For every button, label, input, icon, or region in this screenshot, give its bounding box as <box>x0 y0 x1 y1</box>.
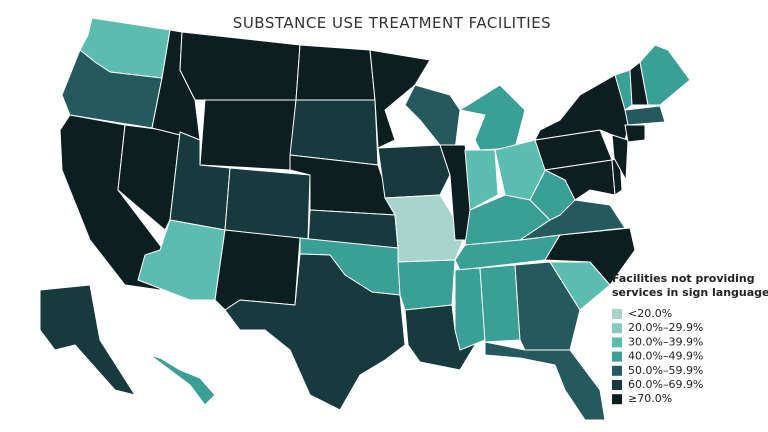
legend-swatch <box>612 380 622 390</box>
state <box>534 74 631 141</box>
state <box>454 267 486 351</box>
state <box>289 99 379 166</box>
state <box>484 341 606 421</box>
legend-swatch <box>612 323 622 334</box>
state <box>611 134 629 181</box>
state <box>464 149 499 211</box>
legend-label: 20.0%–29.9% <box>628 321 703 334</box>
state <box>39 284 136 396</box>
state <box>199 99 297 171</box>
state <box>639 44 691 106</box>
state <box>404 304 476 371</box>
legend-swatch <box>612 351 622 362</box>
state <box>624 105 666 126</box>
state <box>459 84 526 151</box>
legend-swatch <box>612 309 622 319</box>
state <box>397 259 456 311</box>
legend-label: <20.0% <box>628 307 672 320</box>
state <box>214 229 301 311</box>
legend-label: 60.0%–69.9% <box>628 378 703 391</box>
legend-swatch <box>612 365 622 376</box>
state <box>179 31 301 101</box>
legend-title: services in sign language <box>612 286 768 299</box>
state <box>224 167 311 241</box>
state <box>404 84 461 151</box>
state <box>224 253 406 411</box>
state <box>369 49 431 149</box>
legend-label: 40.0%–49.9% <box>628 350 703 363</box>
map-title: SUBSTANCE USE TREATMENT FACILITIES <box>233 14 551 32</box>
state <box>295 44 376 101</box>
state <box>479 264 521 343</box>
legend-swatch <box>612 337 622 348</box>
us-map <box>39 17 691 421</box>
legend-swatch <box>612 394 622 405</box>
legend-label: ≥70.0% <box>628 392 672 405</box>
state <box>624 124 646 143</box>
state <box>149 354 216 406</box>
state <box>377 144 451 199</box>
legend: Facilities not providing services in sig… <box>612 272 768 405</box>
legend-label: 50.0%–59.9% <box>628 364 703 377</box>
legend-title: Facilities not providing <box>612 272 755 285</box>
legend-label: 30.0%–39.9% <box>628 335 703 348</box>
